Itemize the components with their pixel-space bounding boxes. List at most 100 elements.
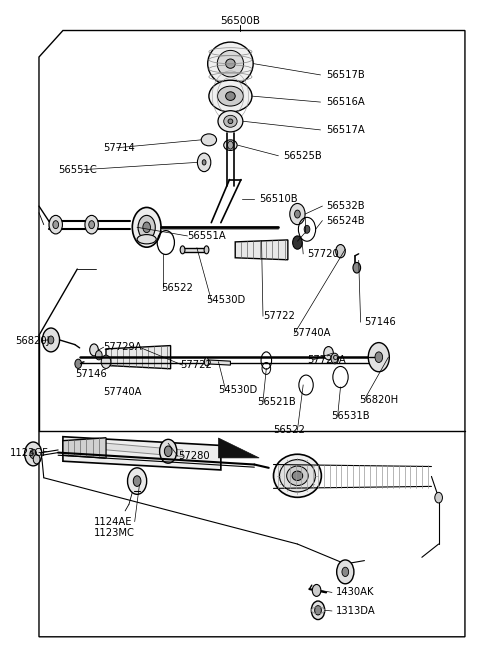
Text: 56500B: 56500B — [220, 15, 260, 26]
Text: 56820H: 56820H — [360, 394, 399, 404]
Text: 57729A: 57729A — [307, 355, 346, 365]
Circle shape — [24, 442, 42, 466]
Circle shape — [342, 567, 348, 576]
Ellipse shape — [287, 466, 308, 485]
Circle shape — [30, 450, 36, 459]
Ellipse shape — [201, 134, 216, 146]
Circle shape — [375, 352, 383, 363]
Text: 56531B: 56531B — [331, 411, 370, 421]
Ellipse shape — [224, 140, 237, 151]
Circle shape — [128, 468, 147, 494]
Text: 57146: 57146 — [75, 369, 107, 379]
Ellipse shape — [204, 246, 209, 254]
Text: 57720: 57720 — [307, 249, 339, 259]
Text: 56532B: 56532B — [326, 201, 365, 211]
Circle shape — [90, 344, 98, 356]
Text: 57740A: 57740A — [104, 386, 142, 396]
Ellipse shape — [274, 454, 322, 497]
Circle shape — [89, 220, 95, 228]
Polygon shape — [206, 360, 230, 365]
Text: 1123MC: 1123MC — [94, 529, 135, 539]
Ellipse shape — [224, 116, 237, 127]
Circle shape — [197, 153, 211, 172]
Circle shape — [33, 455, 40, 464]
Circle shape — [368, 343, 389, 372]
Text: 57722: 57722 — [263, 311, 295, 321]
Ellipse shape — [208, 42, 253, 85]
Ellipse shape — [228, 119, 233, 124]
Circle shape — [96, 351, 102, 360]
Ellipse shape — [209, 80, 252, 112]
Ellipse shape — [218, 111, 243, 132]
Circle shape — [48, 336, 54, 344]
Circle shape — [312, 584, 321, 596]
Ellipse shape — [217, 50, 243, 77]
Ellipse shape — [137, 234, 156, 244]
Ellipse shape — [204, 358, 209, 366]
Circle shape — [132, 207, 161, 247]
Text: 57740A: 57740A — [293, 328, 331, 339]
Polygon shape — [63, 438, 106, 458]
Circle shape — [304, 225, 310, 233]
Text: 1124AE: 1124AE — [94, 517, 132, 527]
Text: 56525B: 56525B — [283, 151, 322, 161]
Text: 1313DA: 1313DA — [336, 606, 375, 616]
Polygon shape — [77, 441, 182, 457]
Text: 56820J: 56820J — [15, 335, 49, 346]
Text: 1123GF: 1123GF — [10, 448, 49, 457]
Text: 54530D: 54530D — [218, 385, 258, 395]
Text: 57714: 57714 — [104, 143, 135, 153]
Text: 56524B: 56524B — [326, 216, 365, 226]
Circle shape — [202, 160, 206, 165]
Text: 57722: 57722 — [180, 360, 212, 370]
Text: 57280: 57280 — [178, 451, 209, 461]
Ellipse shape — [292, 471, 303, 481]
Circle shape — [101, 355, 111, 369]
Circle shape — [336, 244, 345, 258]
Ellipse shape — [226, 59, 235, 68]
Circle shape — [85, 215, 98, 234]
Circle shape — [312, 601, 324, 620]
Circle shape — [133, 476, 141, 487]
Circle shape — [53, 220, 59, 228]
Text: 56551A: 56551A — [187, 231, 226, 241]
Text: 56521B: 56521B — [257, 396, 296, 406]
Text: 1430AK: 1430AK — [336, 588, 374, 598]
Text: 57146: 57146 — [364, 317, 396, 327]
Circle shape — [49, 215, 62, 234]
Ellipse shape — [279, 459, 315, 492]
Polygon shape — [106, 345, 170, 369]
Circle shape — [138, 215, 156, 239]
Circle shape — [159, 440, 177, 463]
Circle shape — [228, 141, 233, 149]
Text: 56522: 56522 — [161, 283, 193, 293]
Circle shape — [324, 347, 333, 360]
Circle shape — [435, 492, 443, 503]
Polygon shape — [218, 438, 259, 458]
Polygon shape — [235, 240, 288, 260]
Text: 56517B: 56517B — [326, 70, 365, 80]
Circle shape — [42, 328, 60, 352]
Circle shape — [353, 262, 360, 273]
Text: 56510B: 56510B — [259, 195, 298, 205]
Circle shape — [295, 210, 300, 218]
Ellipse shape — [293, 236, 302, 249]
Circle shape — [331, 353, 338, 364]
Text: 56522: 56522 — [274, 425, 305, 435]
Circle shape — [164, 446, 172, 457]
Polygon shape — [182, 248, 206, 252]
Circle shape — [336, 560, 354, 584]
Text: 56517A: 56517A — [326, 125, 365, 135]
Ellipse shape — [180, 246, 185, 254]
Circle shape — [290, 203, 305, 224]
Text: 54530D: 54530D — [206, 295, 246, 305]
Ellipse shape — [217, 86, 243, 106]
Circle shape — [143, 222, 151, 232]
Ellipse shape — [226, 92, 235, 100]
Text: 57729A: 57729A — [104, 342, 143, 352]
Circle shape — [315, 606, 322, 615]
Polygon shape — [63, 437, 221, 470]
Circle shape — [75, 359, 82, 369]
Text: 56551C: 56551C — [58, 165, 97, 175]
Text: 56516A: 56516A — [326, 97, 365, 107]
